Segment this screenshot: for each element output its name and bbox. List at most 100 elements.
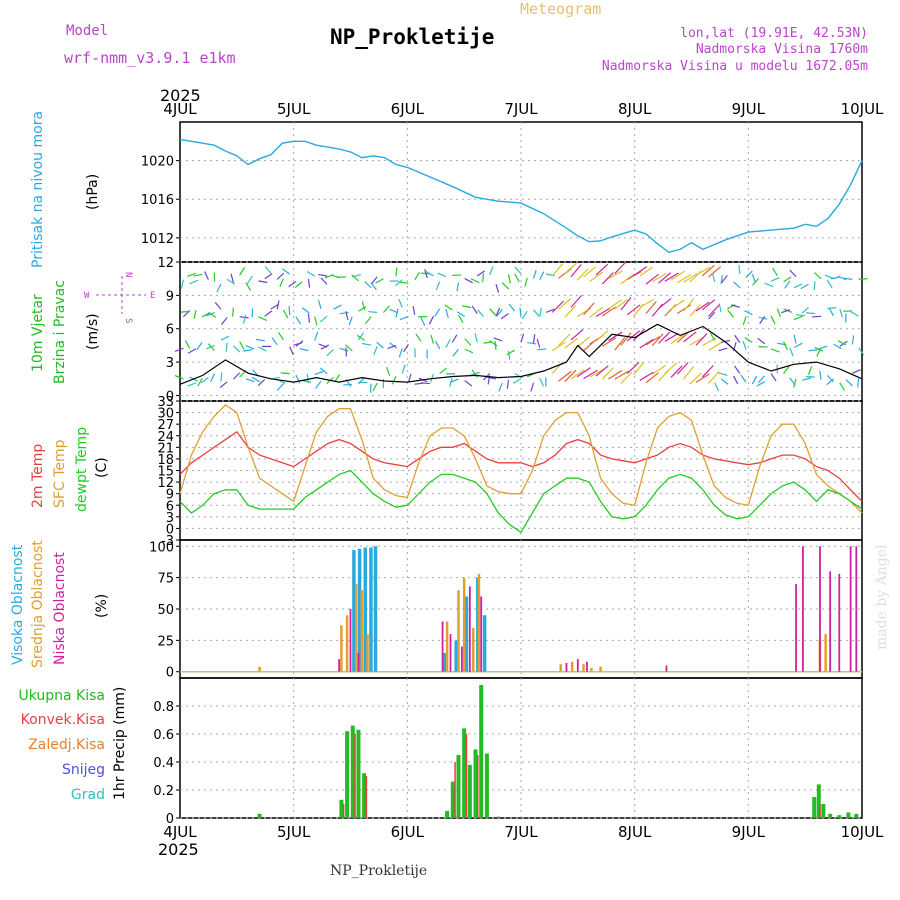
low-cloud-bar: [665, 665, 668, 672]
wind-arrow: [601, 306, 616, 317]
precip-total-bar: [816, 784, 821, 818]
precip-label-conv: Konvek.Kisa: [21, 712, 105, 728]
wind-arrow: [271, 337, 278, 346]
wind-arrow: [474, 333, 478, 343]
precip-total-bar: [473, 749, 478, 818]
wind-arrow: [781, 309, 791, 314]
wind-arrow: [695, 333, 708, 346]
mid-cloud-bar: [582, 664, 585, 672]
wind-arrow: [225, 342, 228, 352]
wind-arrow: [255, 338, 265, 342]
wind-arrow: [570, 264, 582, 278]
cloud-ytick-label: 50: [157, 603, 174, 618]
wind-arrow: [457, 314, 464, 323]
mid-cloud-bar: [360, 590, 364, 672]
wind-arrow: [356, 334, 366, 341]
precip-total-bar: [854, 813, 859, 818]
wind-arrow: [576, 336, 590, 348]
wind-arrow: [733, 281, 741, 289]
wind-arrow: [789, 347, 794, 357]
wind-arrow: [334, 374, 341, 383]
wind-arrow: [507, 350, 511, 360]
wind-arrow: [257, 379, 266, 387]
wind-arrow: [395, 267, 398, 277]
precip-unit: 1hr Precip (mm): [112, 687, 128, 800]
wind-arrow: [506, 379, 510, 389]
wind-arrow: [180, 279, 184, 289]
low-cloud-bar: [357, 652, 360, 672]
wind-arrow: [708, 341, 723, 351]
wind-arrow: [633, 362, 645, 376]
wind-arrow: [242, 314, 247, 324]
precip-conv-bar: [819, 804, 821, 818]
wind-arrow: [695, 266, 711, 276]
high-cloud-bar: [357, 548, 362, 672]
mid-cloud-bar: [559, 664, 563, 672]
wind-arrow: [414, 348, 416, 358]
wind-arrow: [500, 313, 509, 320]
wind-arrow: [718, 347, 728, 352]
wind-arrow: [614, 370, 629, 380]
low-cloud-bar: [819, 546, 821, 672]
top-day-label: 6JUL: [391, 100, 425, 118]
wind-arrow: [276, 383, 284, 391]
precip-total-bar: [467, 764, 472, 818]
wind-arrow: [651, 364, 666, 375]
wind-arrow: [264, 266, 272, 274]
wind-arrow: [745, 270, 753, 278]
wind-arrow: [658, 298, 672, 310]
wind-arrow: [437, 272, 447, 277]
wind-arrow: [664, 332, 679, 342]
mid-cloud-bar: [462, 577, 466, 672]
wind-arrow: [645, 300, 657, 314]
wind-arrow: [187, 272, 197, 277]
wind-arrow: [802, 377, 812, 381]
wind-arrow: [464, 278, 473, 284]
wind-arrow: [348, 316, 353, 326]
wind-arrow: [758, 375, 765, 384]
wind-arrow: [833, 343, 842, 350]
wind-arrow: [839, 382, 846, 391]
precip-label-total: Ukupna Kisa: [18, 688, 105, 704]
low-cloud-bar: [565, 662, 568, 672]
wind-arrow: [372, 382, 378, 392]
wind-arrow: [595, 263, 609, 276]
wind-arrow: [757, 337, 766, 345]
wind-arrow: [751, 375, 758, 385]
wind-arrow: [583, 302, 595, 316]
wind-arrow: [317, 299, 322, 309]
wind-arrow: [506, 349, 516, 356]
wind-arrow: [289, 346, 294, 356]
precip-conv-bar: [365, 776, 368, 818]
wind-arrow: [184, 340, 191, 349]
high-cloud-bar: [464, 596, 469, 672]
wind-arrow: [524, 277, 528, 287]
wind-arrow: [216, 283, 222, 293]
precip-total-bar: [496, 816, 501, 818]
wind-arrow: [839, 308, 843, 318]
wind-arrow: [727, 309, 735, 318]
wind-arrow: [371, 276, 378, 285]
wind-arrow: [701, 299, 716, 311]
wind-arrow: [620, 297, 632, 311]
wind-arrow: [744, 310, 753, 316]
wind-arrow: [412, 305, 416, 316]
precip-total-bar: [812, 797, 817, 818]
cloud-ytick-label: 25: [157, 634, 174, 649]
wind-arrow: [595, 330, 609, 342]
wind-arrow: [219, 381, 228, 388]
wind-arrow: [718, 372, 728, 377]
wind-arrow: [521, 310, 528, 320]
wind-arrow: [683, 366, 695, 380]
wind-arrow: [826, 378, 834, 386]
cloud-ylabel-2: Srednja Oblacnost: [30, 540, 46, 668]
precip-total-bar: [339, 799, 344, 818]
dewpoint-line: [179, 469, 863, 534]
wind-arrow: [319, 315, 328, 323]
wind-arrow: [445, 339, 451, 348]
cloud-unit: (%): [94, 594, 110, 618]
wind-arrow: [314, 370, 324, 376]
pressure-ytick-label: 1012: [141, 232, 174, 247]
year-bottom: 2025: [158, 840, 199, 859]
